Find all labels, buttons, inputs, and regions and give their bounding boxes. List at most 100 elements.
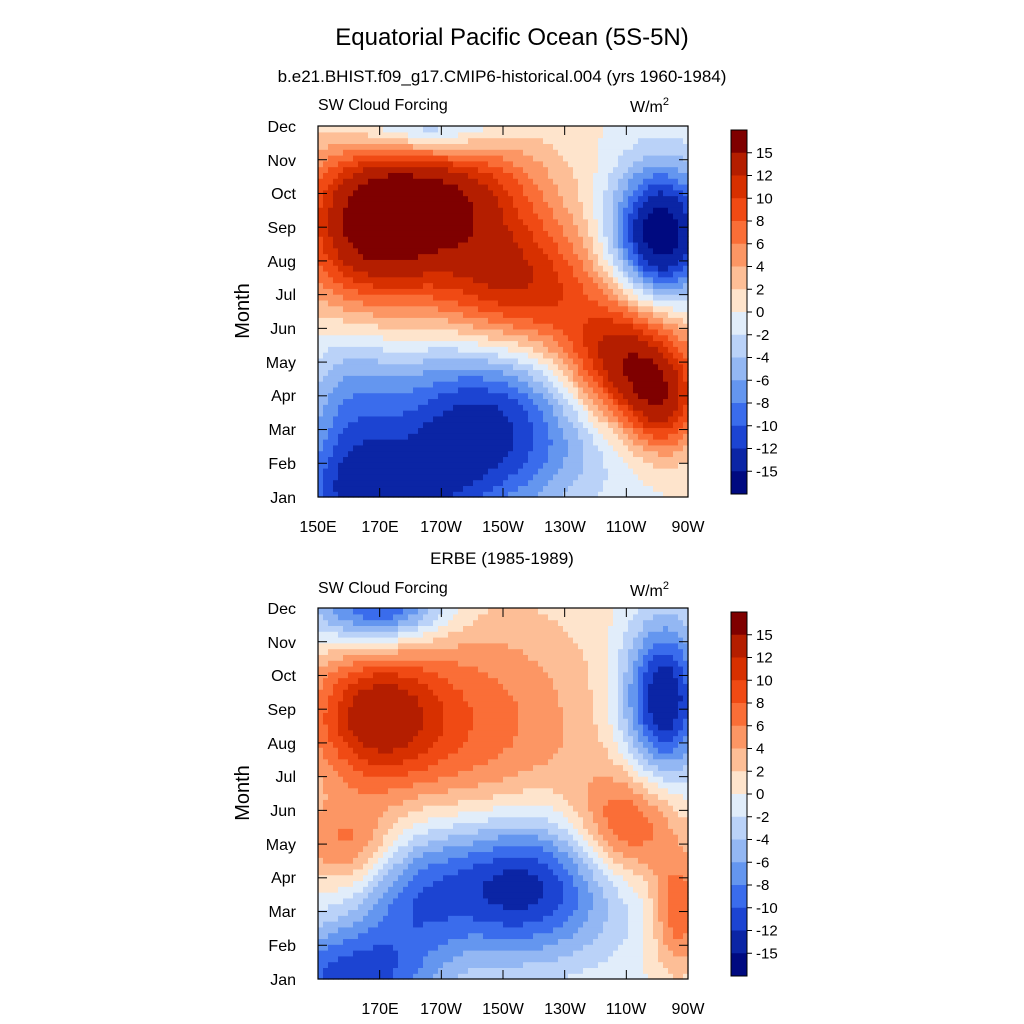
heatmap-cell <box>403 218 409 226</box>
heatmap-cell <box>593 259 599 266</box>
heatmap-cell <box>428 276 434 284</box>
heatmap-cell <box>468 282 474 289</box>
heatmap-cell <box>318 456 324 463</box>
heatmap-cell <box>323 410 329 417</box>
heatmap-cell <box>673 352 679 359</box>
heatmap-cell <box>658 218 664 226</box>
heatmap-cell <box>603 317 609 324</box>
heatmap-cell <box>608 282 614 289</box>
heatmap-cell <box>478 166 484 173</box>
heatmap-cell <box>403 485 409 492</box>
heatmap-cell <box>513 415 519 423</box>
heatmap-cell <box>523 450 529 458</box>
heatmap-cell <box>408 299 414 307</box>
heatmap-cell <box>643 317 649 324</box>
heatmap-cell <box>588 218 594 226</box>
heatmap-cell <box>673 340 679 347</box>
heatmap-cell <box>348 381 354 388</box>
heatmap-cell <box>318 857 324 864</box>
heatmap-cell <box>593 352 599 359</box>
heatmap-cell <box>323 845 329 853</box>
heatmap-cell <box>478 392 484 400</box>
heatmap-cell <box>563 241 569 249</box>
heatmap-cell <box>508 334 514 342</box>
heatmap-cell <box>628 369 634 376</box>
heatmap-cell <box>328 851 334 858</box>
heatmap-cell <box>518 294 524 301</box>
heatmap-cell <box>428 305 434 313</box>
heatmap-cell <box>608 357 614 365</box>
heatmap-cell <box>353 398 359 405</box>
heatmap-cell <box>643 270 649 278</box>
heatmap-cell <box>463 410 469 417</box>
heatmap-cell <box>453 346 459 353</box>
heatmap-cell <box>393 485 399 492</box>
heatmap-cell <box>443 363 449 371</box>
heatmap-cell <box>528 137 534 144</box>
panel-2-units: W/m2 <box>630 580 669 600</box>
heatmap-cell <box>428 149 434 156</box>
heatmap-cell <box>593 294 599 301</box>
heatmap-cell <box>468 450 474 458</box>
heatmap-cell <box>563 363 569 371</box>
heatmap-cell <box>373 189 379 197</box>
heatmap-cell <box>378 439 384 446</box>
heatmap-cell <box>633 352 639 359</box>
heatmap-cell <box>353 346 359 353</box>
heatmap-cell <box>678 270 684 278</box>
heatmap-cell <box>388 398 394 405</box>
heatmap-cell <box>513 253 519 260</box>
heatmap-cell <box>518 468 524 475</box>
heatmap-cell <box>523 369 529 376</box>
heatmap-cell <box>348 207 354 214</box>
heatmap-cell <box>593 178 599 185</box>
heatmap-cell <box>423 207 429 214</box>
heatmap-cell <box>558 323 564 330</box>
heatmap-cell <box>503 357 509 365</box>
heatmap-cell <box>538 386 544 394</box>
heatmap-cell <box>513 473 519 481</box>
heatmap-cell <box>648 363 654 371</box>
heatmap-cell <box>378 311 384 318</box>
heatmap-cell <box>403 126 409 133</box>
heatmap-cell <box>553 253 559 260</box>
heatmap-cell <box>368 166 374 173</box>
heatmap-cell <box>413 410 419 417</box>
heatmap-cell <box>638 450 644 458</box>
heatmap-cell <box>558 178 564 185</box>
heatmap-cell <box>403 352 409 359</box>
heatmap-cell <box>603 201 609 208</box>
heatmap-cell <box>523 456 529 463</box>
heatmap-cell <box>493 276 499 284</box>
heatmap-cell <box>533 427 539 434</box>
heatmap-cell <box>368 247 374 255</box>
heatmap-cell <box>338 259 344 266</box>
heatmap-cell <box>433 183 439 191</box>
heatmap-cell <box>468 357 474 365</box>
heatmap-cell <box>403 131 409 139</box>
heatmap-cell <box>318 839 324 847</box>
heatmap-cell <box>433 143 439 150</box>
heatmap-cell <box>578 149 584 156</box>
heatmap-cell <box>473 433 479 440</box>
heatmap-cell <box>363 276 369 284</box>
heatmap-cell <box>683 230 689 237</box>
heatmap-cell <box>543 311 549 318</box>
heatmap-cell <box>613 398 619 405</box>
heatmap-cell <box>383 439 389 446</box>
heatmap-cell <box>318 131 324 139</box>
heatmap-cell <box>453 439 459 446</box>
heatmap-cell <box>328 758 334 766</box>
heatmap-cell <box>448 392 454 400</box>
heatmap-cell <box>598 415 604 423</box>
heatmap-cell <box>623 439 629 446</box>
heatmap-cell <box>678 294 684 301</box>
heatmap-cell <box>568 270 574 278</box>
heatmap-cell <box>493 230 499 237</box>
heatmap-cell <box>368 137 374 144</box>
heatmap-cell <box>423 270 429 278</box>
heatmap-cell <box>498 218 504 226</box>
heatmap-cell <box>628 137 634 144</box>
heatmap-cell <box>428 427 434 434</box>
heatmap-cell <box>348 357 354 365</box>
